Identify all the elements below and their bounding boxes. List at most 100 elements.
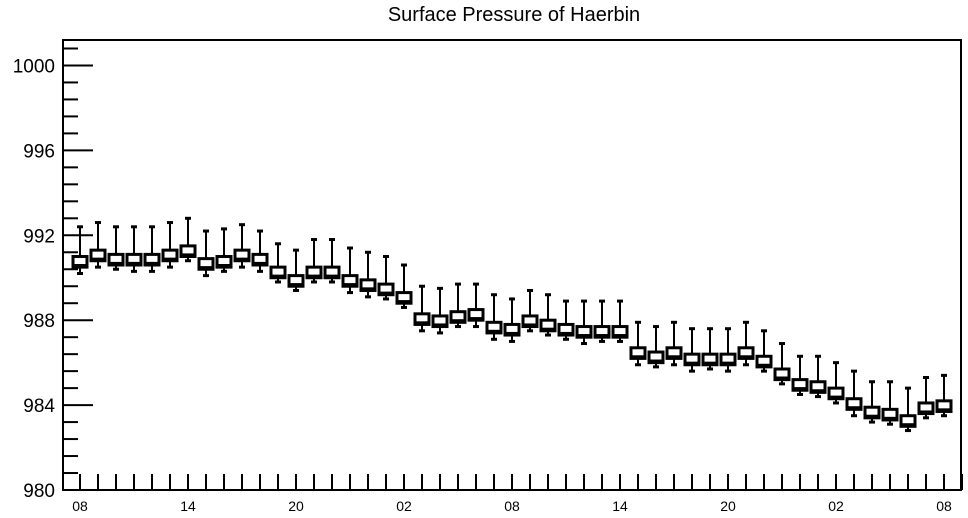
box-item: [809, 354, 827, 399]
box-item: [449, 282, 467, 329]
box-body: [629, 346, 647, 360]
box-item: [611, 299, 629, 343]
box-item: [431, 286, 449, 335]
box-body: [467, 308, 485, 322]
box-item: [359, 250, 377, 299]
box-item: [773, 342, 791, 386]
box-item: [899, 386, 917, 433]
box-body: [701, 352, 719, 367]
box-item: [125, 225, 143, 273]
box-item: [215, 227, 233, 273]
box-item: [827, 361, 845, 405]
x-tick-label: 08: [504, 498, 520, 514]
box-body: [287, 274, 305, 288]
box-body: [71, 255, 89, 269]
box-body: [845, 397, 863, 411]
x-tick-label: 14: [180, 498, 196, 514]
box-item: [323, 238, 341, 284]
box-body: [881, 407, 899, 422]
box-item: [665, 320, 683, 367]
box-body: [89, 248, 107, 263]
box-item: [161, 221, 179, 269]
box-item: [845, 369, 863, 418]
y-tick-label: 988: [23, 311, 55, 332]
y-tick-label: 980: [23, 481, 55, 502]
x-axis: 08 14 20 02 08 14 20 02 08: [72, 474, 963, 514]
y-tick-label: 992: [23, 226, 55, 247]
box-item: [557, 299, 575, 341]
box-body: [395, 291, 413, 305]
box-body: [215, 255, 233, 269]
box-item: [341, 246, 359, 295]
x-tick-label: 08: [936, 498, 952, 514]
box-item: [521, 288, 539, 333]
box-item: [701, 327, 719, 371]
box-body: [341, 274, 359, 288]
box-body: [665, 346, 683, 360]
x-tick-label: 14: [612, 498, 628, 514]
box-body: [791, 378, 809, 392]
box-item: [575, 299, 593, 346]
box-body: [125, 252, 143, 267]
box-body: [503, 322, 521, 337]
box-item: [647, 325, 665, 369]
x-tick-label: 20: [288, 498, 304, 514]
box-body: [935, 399, 953, 413]
box-body: [413, 312, 431, 326]
box-item: [485, 293, 503, 341]
box-item: [305, 238, 323, 284]
box-body: [809, 380, 827, 394]
box-body: [179, 244, 197, 259]
x-tick-label: 20: [720, 498, 736, 514]
chart-title: Surface Pressure of Haerbin: [387, 4, 641, 26]
box-body: [107, 252, 125, 267]
box-body: [827, 386, 845, 401]
box-item: [719, 327, 737, 373]
box-series: [71, 216, 953, 433]
box-item: [251, 229, 269, 273]
y-axis: 980 984 988 992 996 1000: [13, 47, 93, 502]
x-tick-label: 02: [828, 498, 844, 514]
box-item: [413, 284, 431, 333]
box-body: [485, 320, 503, 335]
box-body: [359, 278, 377, 292]
box-body: [269, 265, 287, 280]
box-body: [557, 322, 575, 337]
box-body: [521, 314, 539, 329]
box-item: [467, 282, 485, 329]
box-item: [539, 293, 557, 337]
box-body: [197, 257, 215, 271]
box-body: [377, 282, 395, 297]
box-item: [935, 373, 953, 418]
box-body: [539, 318, 557, 333]
box-item: [89, 221, 107, 269]
box-item: [737, 320, 755, 367]
box-body: [719, 352, 737, 367]
box-item: [395, 263, 413, 309]
y-tick-label: 1000: [13, 56, 55, 77]
x-tick-label: 08: [72, 498, 88, 514]
box-item: [917, 376, 935, 420]
box-body: [647, 350, 665, 365]
box-body: [683, 352, 701, 367]
box-item: [269, 242, 287, 284]
box-item: [683, 327, 701, 373]
box-body: [161, 248, 179, 263]
y-tick-label: 996: [23, 141, 55, 162]
box-item: [755, 329, 773, 373]
box-body: [431, 314, 449, 329]
x-tick-label: 02: [396, 498, 412, 514]
box-body: [305, 265, 323, 280]
box-item: [179, 216, 197, 263]
box-body: [917, 401, 935, 416]
box-body: [323, 265, 341, 280]
box-item: [377, 255, 395, 301]
box-item: [863, 380, 881, 424]
box-body: [755, 354, 773, 369]
box-body: [575, 325, 593, 339]
box-body: [899, 414, 917, 428]
box-body: [611, 325, 629, 339]
y-tick-label: 984: [23, 396, 55, 417]
box-body: [251, 252, 269, 267]
